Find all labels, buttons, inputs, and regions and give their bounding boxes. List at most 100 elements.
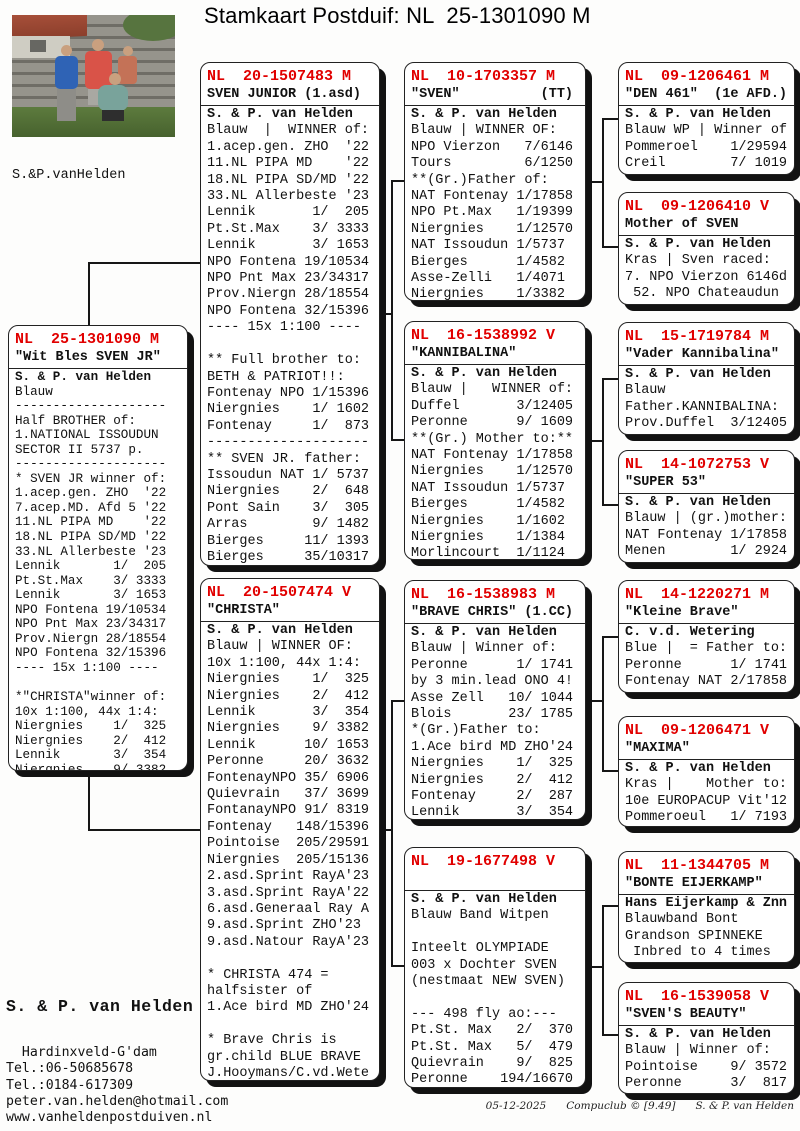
connector-line [391, 180, 393, 441]
ring-number: NL 09-1206471 V [625, 722, 770, 739]
person-figure [57, 89, 76, 121]
footer-software: Compuclub © [9.49] [566, 1100, 676, 1112]
owner-name: S. & P. van Helden [625, 107, 771, 122]
connector-line [602, 770, 618, 772]
footer-date: 05-12-2025 [485, 1100, 547, 1112]
owner-name: S. & P. van Helden [411, 366, 557, 381]
ring-number: NL 25-1301090 M [15, 331, 160, 348]
connector-line [602, 636, 618, 638]
person-figure [55, 56, 78, 89]
ring-number: NL 16-1539058 V [625, 988, 770, 1005]
pedigree-box-ggp-6: NL 09-1206471 V "MAXIMA" S. & P. van Hel… [618, 716, 795, 827]
connector-line [602, 378, 604, 506]
pigeon-details: Blauw Band Witpen Inteelt OLYMPIADE 003 … [411, 908, 574, 1088]
pedigree-box-mother: NL 20-1507474 V "CHRISTA" S. & P. van He… [200, 578, 380, 1081]
pigeon-name: "SVEN" (TT) [411, 87, 574, 102]
pigeon-name: "SUPER 53" [625, 475, 707, 490]
connector-line [602, 905, 604, 1036]
pedigree-box-grandmother-maternal: NL 19-1677498 V S. & P. van Helden Blauw… [404, 847, 586, 1088]
person-figure [118, 56, 137, 84]
person-figure [92, 39, 104, 51]
divider [619, 105, 794, 106]
loft-owner-name: S. & P. van Helden [6, 997, 194, 1016]
owner-name: S. & P. van Helden [411, 625, 557, 640]
pigeon-details: Blauw | Winner of: Peronne 1/ 1741 by 3 … [411, 641, 574, 820]
page-title: Stamkaart Postduif: NL 25-1301090 M [204, 3, 591, 28]
pigeon-details: Blauw Father.KANNIBALINA: Prov.Duffel 3/… [625, 383, 788, 432]
divider [405, 105, 585, 106]
divider [619, 493, 794, 494]
owner-name: S. & P. van Helden [625, 237, 771, 252]
pigeon-details: Blauw WP | Winner of Pommeroel 1/29594 C… [625, 123, 788, 172]
connector-line [602, 246, 618, 248]
pedigree-box-grandmother-paternal: NL 16-1538992 V "KANNIBALINA" S. & P. va… [404, 321, 586, 560]
pigeon-details: Blauw | WINNER OF: 10x 1:100, 44x 1:4: N… [207, 639, 370, 1081]
pigeon-name: "DEN 461" (1e AFD.) [625, 87, 788, 102]
owner-name: C. v.d. Wetering [625, 625, 755, 640]
pigeon-name: SVEN JUNIOR (1.asd) [207, 87, 361, 102]
connector-line [391, 965, 404, 967]
pedigree-box-subject: NL 25-1301090 M "Wit Bles SVEN JR" S. & … [8, 325, 188, 771]
pedigree-box-grandfather-maternal: NL 16-1538983 M "BRAVE CHRIS" (1.CC) S. … [404, 580, 586, 820]
divider [619, 759, 794, 760]
owner-name: S. & P. van Helden [411, 892, 557, 907]
footer-owner: S. & P. van Helden [695, 1100, 794, 1112]
pigeon-details: Blauw | WINNER of: 1.acep.gen. ZHO '22 1… [207, 123, 370, 565]
divider [619, 894, 794, 895]
pigeon-details: Kras | Sven raced: 7. NPO Vierzon 6146d … [625, 253, 788, 302]
pigeon-details: Blauw | WINNER OF: NPO Vierzon 7/6146 To… [411, 123, 574, 301]
ring-number: NL 14-1072753 V [625, 456, 770, 473]
ring-number: NL 09-1206461 M [625, 68, 770, 85]
person-figure [98, 85, 128, 111]
photo-trees [123, 15, 175, 41]
connector-line [602, 1034, 618, 1036]
connector-line [602, 118, 618, 120]
connector-line [602, 504, 618, 506]
divider [619, 365, 794, 366]
pigeon-details: Blauw | Winner of: Pointoise 9/ 3572 Per… [625, 1043, 788, 1092]
footer: 05-12-2025 Compuclub © [9.49] S. & P. va… [466, 1100, 794, 1112]
pigeon-details: Blauw | (gr.)mother: NAT Fontenay 1/1785… [625, 511, 788, 560]
owner-name: S. & P. van Helden [625, 761, 771, 776]
person-figure [102, 110, 124, 121]
pigeon-name: "MAXIMA" [625, 741, 690, 756]
owners-photo [12, 15, 175, 137]
ring-number: NL 20-1507483 M [207, 68, 352, 85]
connector-line [586, 966, 604, 968]
divider [201, 621, 379, 622]
loft-contact-info: Hardinxveld-G'dam Tel.:06-50685678 Tel.:… [6, 1045, 229, 1126]
connector-line [586, 440, 604, 442]
pigeon-name: "KANNIBALINA" [411, 346, 517, 361]
connector-line [586, 181, 604, 183]
ring-number: NL 16-1538992 V [411, 327, 556, 344]
connector-line [88, 771, 90, 830]
ring-number: NL 15-1719784 M [625, 328, 770, 345]
person-figure [109, 73, 121, 85]
divider [201, 105, 379, 106]
connector-line [380, 829, 393, 831]
pigeon-name: "SVEN'S BEAUTY" [625, 1007, 747, 1022]
ring-number: NL 10-1703357 M [411, 68, 556, 85]
pedigree-box-grandfather-paternal: NL 10-1703357 M "SVEN" (TT) S. & P. van … [404, 62, 586, 301]
pigeon-name: "Vader Kannibalina" [625, 347, 779, 362]
pigeon-details: Blue | = Father to: Peronne 1/ 1741 Font… [625, 641, 788, 690]
pigeon-details: Blauw | WINNER of: Duffel 3/12405 Peronn… [411, 382, 574, 560]
owner-name: S. & P. van Helden [411, 107, 557, 122]
connector-line [88, 262, 90, 325]
divider [405, 890, 585, 891]
connector-line [391, 180, 404, 182]
pedigree-box-ggp-5: NL 14-1220271 M "Kleine Brave" C. v.d. W… [618, 580, 795, 693]
ring-number: NL 14-1220271 M [625, 586, 770, 603]
divider [619, 235, 794, 236]
divider [405, 364, 585, 365]
pedigree-box-ggp-2: NL 09-1206410 V Mother of SVEN S. & P. v… [618, 192, 795, 305]
owner-name: S. & P. van Helden [207, 623, 353, 638]
connector-line [88, 829, 200, 831]
connector-line [586, 700, 604, 702]
pigeon-name: "BONTE EIJERKAMP" [625, 876, 763, 891]
pigeon-name: "BRAVE CHRIS" (1.CC) [411, 605, 574, 620]
owner-name: Hans Eijerkamp & Znn [625, 896, 788, 911]
pedigree-box-ggp-4: NL 14-1072753 V "SUPER 53" S. & P. van H… [618, 450, 795, 563]
ring-number: NL 09-1206410 V [625, 198, 770, 215]
